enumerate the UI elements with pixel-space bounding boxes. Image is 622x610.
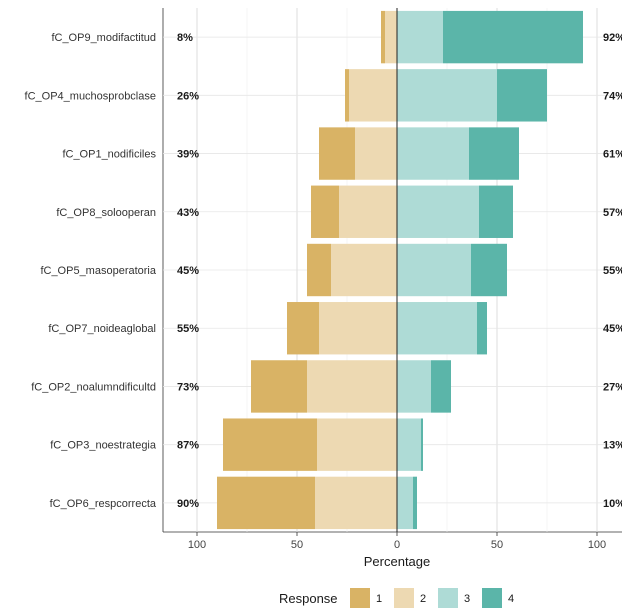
legend-label: 4	[508, 593, 514, 605]
bar-segment	[397, 302, 477, 355]
legend-swatch	[438, 588, 458, 608]
right-percent-label: 61%	[603, 149, 622, 161]
left-percent-label: 87%	[177, 440, 199, 452]
bar-segment	[339, 185, 397, 238]
x-tick-label: 100	[188, 539, 206, 551]
x-tick-label: 50	[491, 539, 503, 551]
labels-layer: fC_OP9_modifactitud 8% 92% fC_OP4_muchospro…	[25, 32, 622, 510]
legend-swatch	[394, 588, 414, 608]
right-percent-label: 74%	[603, 90, 622, 102]
legend-swatch	[350, 588, 370, 608]
left-percent-label: 43%	[177, 207, 199, 219]
bar-segment	[397, 69, 497, 122]
bar-segment	[355, 127, 397, 180]
category-label: fC_OP8_solooperan	[56, 207, 156, 219]
bar-segment	[311, 185, 339, 238]
bar-segment	[251, 360, 307, 413]
bar-segment	[331, 243, 397, 297]
x-tick-label: 50	[291, 539, 303, 551]
bar-segment	[421, 418, 423, 471]
legend-title: Response	[279, 591, 338, 606]
legend-label: 3	[464, 593, 470, 605]
bar-segment	[307, 243, 331, 297]
x-axis-title: Percentage	[364, 554, 431, 569]
right-percent-label: 10%	[603, 498, 622, 510]
bar-segment	[477, 302, 487, 355]
bar-segment	[317, 418, 397, 471]
category-label: fC_OP4_muchosprobclase	[25, 90, 156, 102]
bar-segment	[469, 127, 519, 180]
category-label: fC_OP7_noideaglobal	[48, 323, 156, 335]
x-tick-label: 100	[588, 539, 606, 551]
left-percent-label: 73%	[177, 381, 199, 393]
right-percent-label: 92%	[603, 32, 622, 44]
category-label: fC_OP3_noestrategia	[50, 440, 157, 452]
bar-segment	[345, 69, 349, 122]
bar-segment	[319, 302, 397, 355]
bar-segment	[397, 360, 431, 413]
bar-segment	[217, 476, 315, 530]
bar-segment	[397, 243, 471, 297]
left-percent-label: 45%	[177, 265, 199, 277]
left-percent-label: 90%	[177, 498, 199, 510]
bar-segment	[397, 127, 469, 180]
category-label: fC_OP1_nodificiles	[62, 149, 156, 161]
right-percent-label: 45%	[603, 323, 622, 335]
bar-segment	[397, 476, 413, 530]
category-label: fC_OP2_noalumndificultd	[31, 381, 156, 393]
bar-segment	[307, 360, 397, 413]
left-percent-label: 55%	[177, 323, 199, 335]
bar-segment	[349, 69, 397, 122]
legend-swatch	[482, 588, 502, 608]
bar-segment	[471, 243, 507, 297]
legend: Response 1 2 3 4	[279, 588, 514, 608]
bars-layer	[217, 8, 583, 532]
x-axis: 100 50 0 50 100	[188, 532, 606, 551]
bar-segment	[397, 10, 443, 64]
x-tick-label: 0	[394, 539, 400, 551]
left-percent-label: 26%	[177, 90, 199, 102]
bar-segment	[287, 302, 319, 355]
bar-segment	[397, 185, 479, 238]
category-label: fC_OP6_respcorrecta	[50, 498, 157, 510]
bar-segment	[381, 10, 385, 64]
category-label: fC_OP9_modifactitud	[51, 32, 156, 44]
bar-segment	[497, 69, 547, 122]
bar-segment	[397, 418, 421, 471]
bar-segment	[431, 360, 451, 413]
right-percent-label: 55%	[603, 265, 622, 277]
category-label: fC_OP5_masoperatoria	[40, 265, 156, 277]
right-percent-label: 27%	[603, 381, 622, 393]
bar-segment	[223, 418, 317, 471]
bar-segment	[413, 476, 417, 530]
bar-segment	[479, 185, 513, 238]
left-percent-label: 8%	[177, 32, 193, 44]
legend-label: 1	[376, 593, 382, 605]
bar-segment	[319, 127, 355, 180]
right-percent-label: 13%	[603, 440, 622, 452]
legend-label: 2	[420, 593, 426, 605]
right-percent-label: 57%	[603, 207, 622, 219]
left-percent-label: 39%	[177, 149, 199, 161]
bar-segment	[385, 10, 397, 64]
bar-segment	[443, 10, 583, 64]
bar-segment	[315, 476, 397, 530]
